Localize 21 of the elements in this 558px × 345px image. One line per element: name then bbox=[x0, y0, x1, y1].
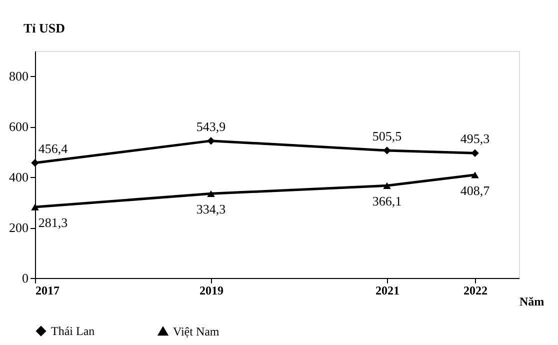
y-tick-label: 800 bbox=[9, 68, 28, 84]
data-label: 408,7 bbox=[460, 182, 490, 198]
data-label: 505,5 bbox=[372, 128, 402, 144]
y-axis-title: Tỉ USD bbox=[24, 20, 66, 36]
x-axis-title: Năm bbox=[520, 294, 544, 308]
x-tick-label: 2021 bbox=[376, 284, 400, 298]
data-label: 495,3 bbox=[460, 131, 490, 146]
data-label: 456,4 bbox=[38, 140, 68, 156]
data-label: 543,9 bbox=[196, 118, 226, 134]
x-tick-label: 2022 bbox=[464, 284, 488, 298]
legend-label: Thái Lan bbox=[51, 324, 95, 338]
data-label: 334,3 bbox=[196, 202, 226, 217]
y-tick-label: 600 bbox=[9, 119, 28, 134]
legend-label: Việt Nam bbox=[173, 324, 220, 338]
y-tick-label: 400 bbox=[9, 170, 28, 185]
x-tick-label: 2019 bbox=[200, 284, 224, 298]
x-tick-label: 2017 bbox=[36, 284, 60, 298]
y-tick-label: 200 bbox=[9, 220, 28, 236]
data-label: 281,3 bbox=[38, 215, 68, 230]
data-label: 366,1 bbox=[372, 194, 402, 209]
y-tick-label: 0 bbox=[22, 270, 28, 286]
